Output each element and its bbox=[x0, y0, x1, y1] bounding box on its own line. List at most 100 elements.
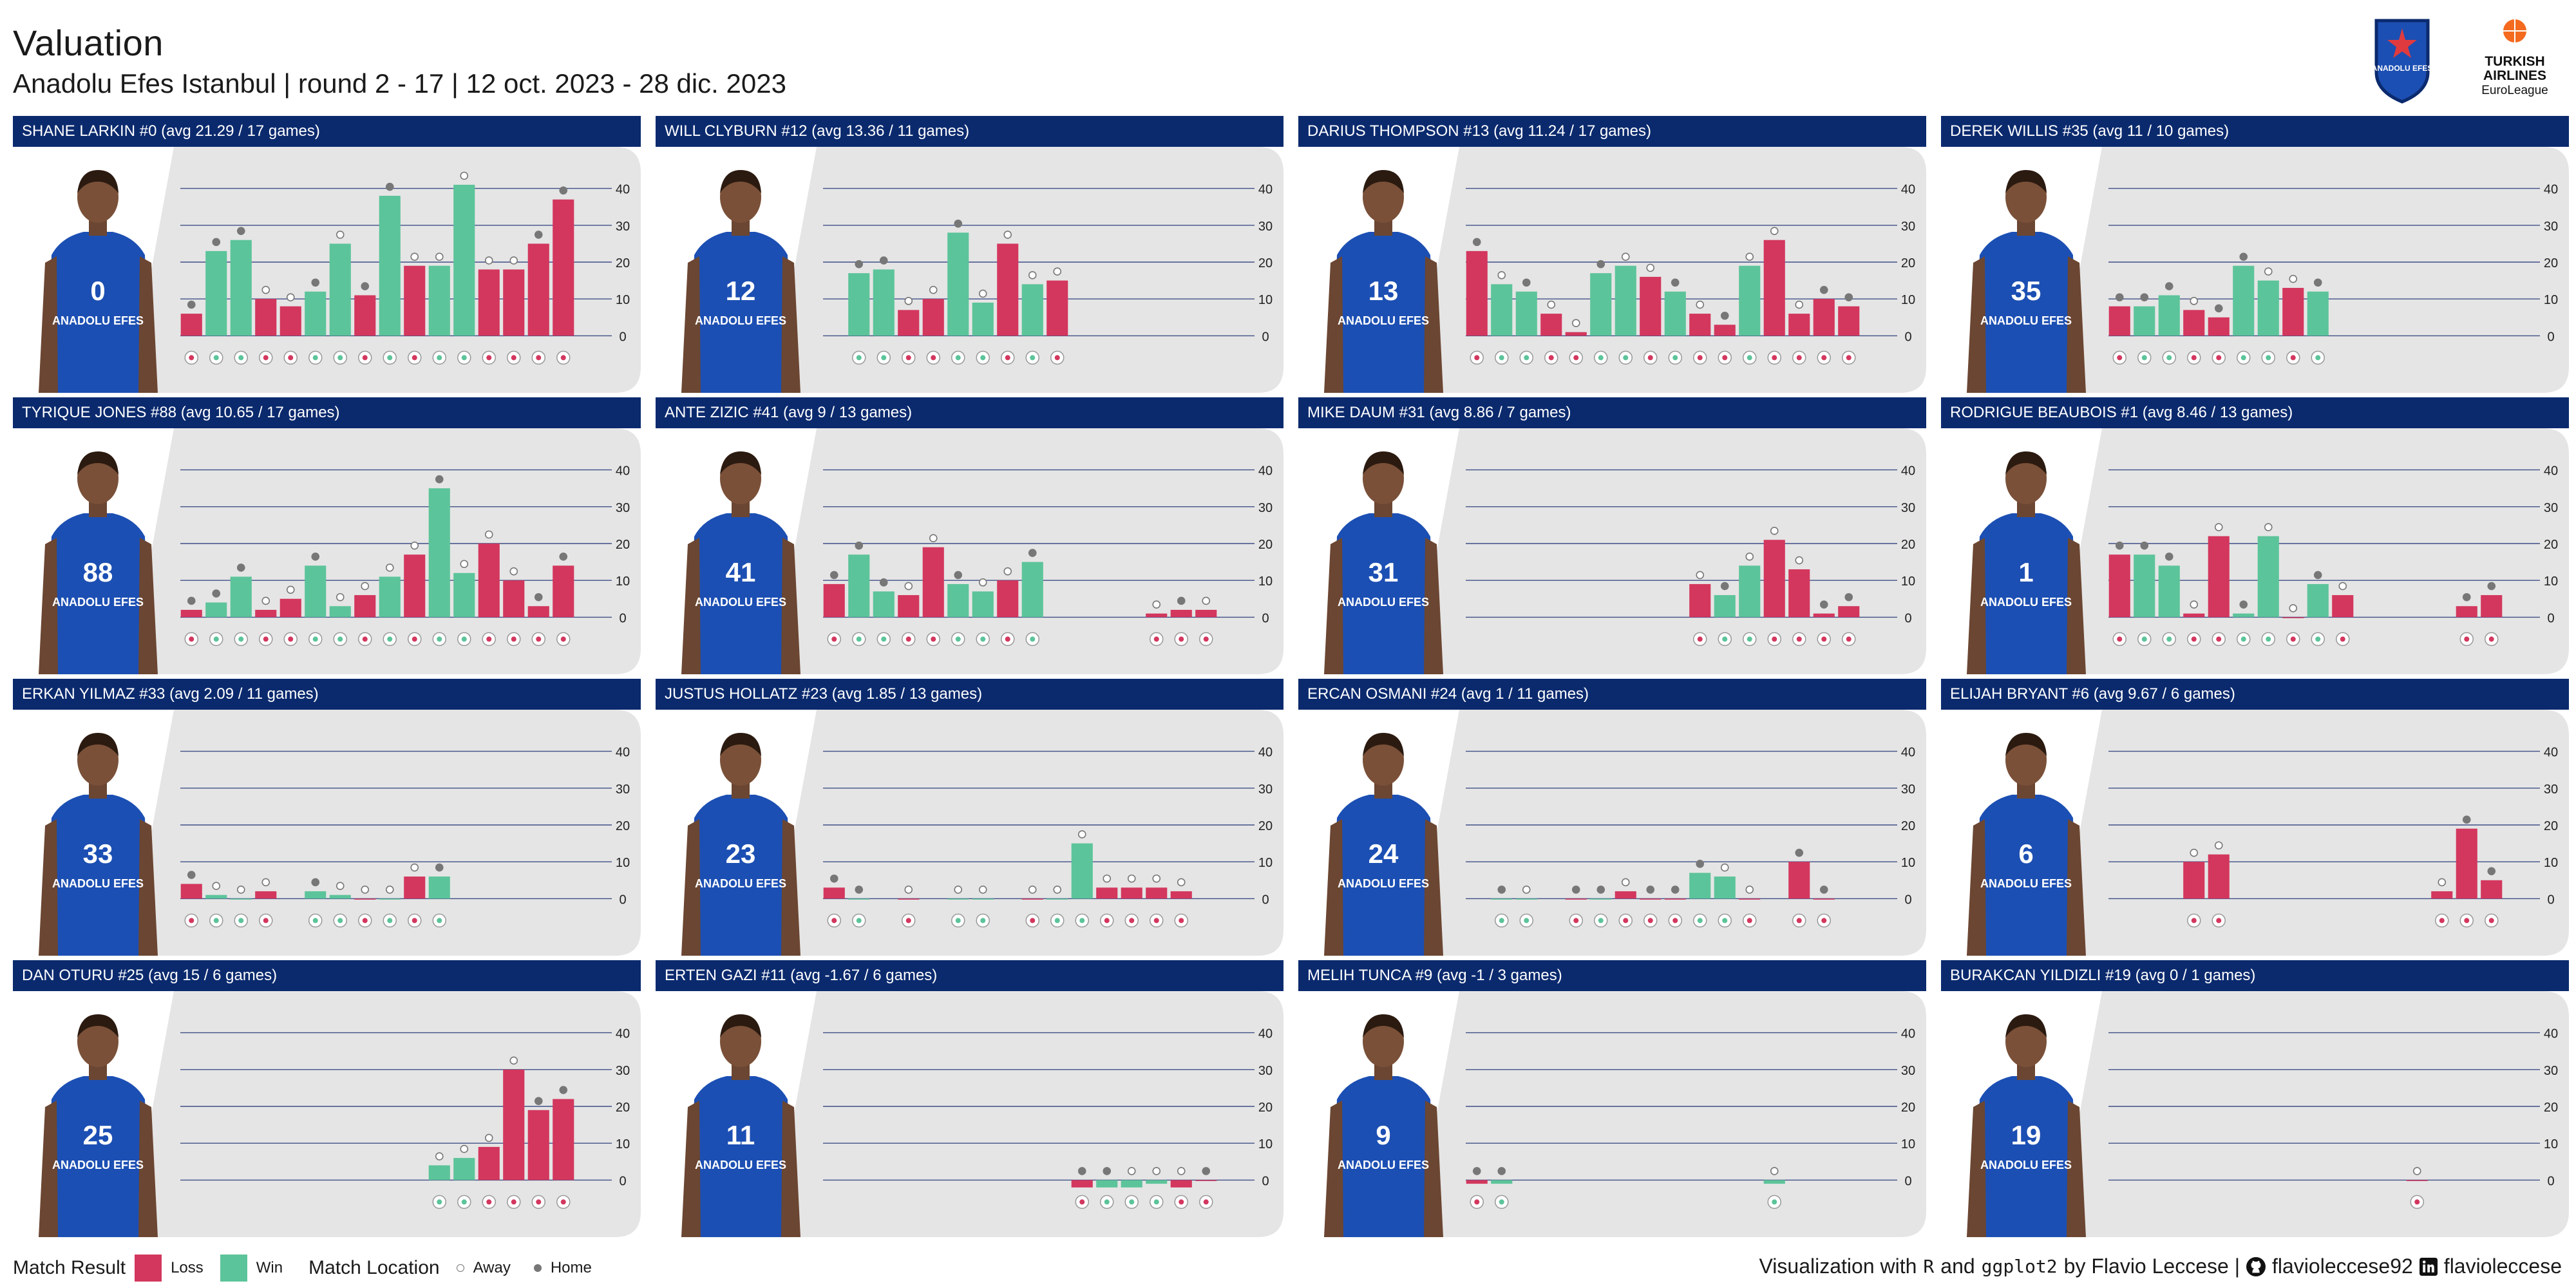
valuation-bar bbox=[2183, 862, 2205, 899]
opponent-badge-center bbox=[1104, 1199, 1110, 1205]
home-dot bbox=[1819, 600, 1828, 609]
valuation-bar bbox=[1466, 251, 1488, 336]
y-tick-label: 40 bbox=[616, 183, 630, 197]
away-dot bbox=[1003, 231, 1012, 239]
opponent-badge-center bbox=[288, 355, 294, 361]
valuation-bar bbox=[2257, 536, 2279, 618]
valuation-bar bbox=[972, 898, 994, 900]
away-dot bbox=[929, 285, 938, 294]
opponent-badge-center bbox=[980, 918, 986, 923]
valuation-bar bbox=[848, 898, 870, 900]
valuation-bar bbox=[1689, 583, 1711, 618]
player-photo: 9 ANADOLU EFES bbox=[1324, 1014, 1443, 1237]
opponent-badge-center bbox=[511, 636, 516, 642]
opponent-badge-center bbox=[1499, 355, 1504, 361]
valuation-bar bbox=[1714, 876, 1736, 899]
valuation-bar bbox=[428, 876, 450, 899]
player-facet: SHANE LARKIN #0 (avg 21.29 / 17 games) 0 1… bbox=[13, 116, 641, 393]
home-dot bbox=[1202, 1167, 1211, 1175]
valuation-bar bbox=[2158, 565, 2180, 618]
facet-label: TYRIQUE JONES #88 (avg 10.65 / 17 games) bbox=[13, 397, 641, 428]
euroleague-logo: TURKISH AIRLINES EuroLeague bbox=[2481, 19, 2548, 97]
opponent-badge-center bbox=[1474, 1199, 1480, 1205]
y-tick-label: 0 bbox=[1262, 330, 1269, 344]
y-tick-label: 20 bbox=[616, 1101, 630, 1115]
valuation-bar bbox=[180, 314, 202, 336]
y-tick-label: 0 bbox=[619, 611, 626, 625]
jersey-number: 11 bbox=[726, 1120, 755, 1150]
valuation-bar bbox=[1739, 265, 1761, 336]
opponent-badge-center bbox=[1179, 636, 1184, 642]
facet-plot: 0 10 20 30 40 11 ANADOLU EFES bbox=[681, 991, 1283, 1237]
opponent-badge-center bbox=[1054, 355, 1060, 361]
away-dot bbox=[1497, 271, 1506, 279]
opponent-badge-center bbox=[1573, 918, 1579, 923]
opponent-badge-center bbox=[2464, 636, 2470, 642]
opponent-badge-center bbox=[2290, 636, 2296, 642]
valuation-bar bbox=[2208, 317, 2230, 336]
y-tick-label: 20 bbox=[616, 538, 630, 552]
y-tick-label: 40 bbox=[1258, 183, 1273, 197]
opponent-badge-center bbox=[536, 636, 542, 642]
opponent-badge-center bbox=[1697, 918, 1703, 923]
credit-github[interactable]: flavioleccese92 bbox=[2272, 1255, 2413, 1278]
y-tick-label: 0 bbox=[619, 893, 626, 907]
valuation-bar bbox=[329, 243, 351, 336]
valuation-bar bbox=[205, 602, 227, 618]
valuation-bar bbox=[503, 1069, 525, 1180]
player-photo: 24 ANADOLU EFES bbox=[1324, 733, 1443, 956]
opponent-badge-center bbox=[2216, 355, 2222, 361]
home-dot bbox=[212, 238, 221, 247]
jersey-number: 13 bbox=[1368, 276, 1399, 306]
legend-loss-swatch bbox=[135, 1255, 162, 1282]
home-dot bbox=[1795, 848, 1804, 857]
opponent-badge-center bbox=[189, 636, 194, 642]
away-dot bbox=[1177, 1167, 1186, 1175]
home-dot bbox=[1596, 886, 1605, 894]
y-tick-label: 40 bbox=[1258, 1027, 1273, 1041]
facet-plot: 0 10 20 30 40 19 ANADOLU EFES bbox=[1967, 991, 2569, 1237]
away-dot bbox=[1152, 874, 1161, 883]
home-dot bbox=[1819, 886, 1828, 894]
home-dot bbox=[311, 278, 320, 287]
facet-plot: 0 10 20 30 40 25 ANADOLU EFES bbox=[39, 991, 641, 1237]
opponent-badge-center bbox=[1697, 636, 1703, 642]
valuation-bar bbox=[379, 898, 401, 900]
player-facet: MIKE DAUM #31 (avg 8.86 / 7 games) 0 10 20 3… bbox=[1298, 397, 1926, 674]
valuation-bar bbox=[1739, 565, 1761, 618]
valuation-bar bbox=[329, 606, 351, 618]
y-tick-label: 30 bbox=[1901, 1064, 1915, 1078]
jersey-text: ANADOLU EFES bbox=[1338, 877, 1429, 890]
valuation-bar bbox=[1021, 898, 1043, 900]
valuation-bar bbox=[503, 269, 525, 336]
player-photo: 1 ANADOLU EFES bbox=[1967, 451, 2086, 674]
home-dot bbox=[187, 300, 196, 309]
jersey-text: ANADOLU EFES bbox=[52, 877, 144, 890]
opponent-badge-center bbox=[536, 355, 542, 361]
away-dot bbox=[509, 1056, 518, 1065]
away-dot bbox=[336, 882, 345, 890]
facet-plot: 0 10 20 30 40 9 ANADOLU EFES bbox=[1324, 991, 1926, 1237]
valuation-bar bbox=[2183, 613, 2205, 618]
valuation-bar bbox=[453, 184, 475, 336]
away-dot bbox=[978, 578, 987, 587]
y-tick-label: 20 bbox=[1901, 256, 1915, 270]
opponent-badge-center bbox=[856, 636, 862, 642]
player-photo: 33 ANADOLU EFES bbox=[39, 733, 158, 956]
away-dot bbox=[1621, 878, 1630, 887]
valuation-bar bbox=[379, 576, 401, 618]
player-photo: 6 ANADOLU EFES bbox=[1967, 733, 2086, 956]
opponent-badge-center bbox=[1796, 636, 1802, 642]
jersey-text: ANADOLU EFES bbox=[695, 1159, 786, 1171]
opponent-badge-center bbox=[2340, 636, 2345, 642]
home-dot bbox=[2140, 541, 2149, 550]
credit-linkedin[interactable]: flavioleccese bbox=[2443, 1255, 2562, 1278]
valuation-bar bbox=[1046, 280, 1068, 336]
opponent-badge-center bbox=[980, 636, 986, 642]
home-dot bbox=[2239, 600, 2248, 609]
y-tick-label: 10 bbox=[1258, 1137, 1273, 1151]
valuation-bar bbox=[922, 299, 944, 336]
facet-label: DEREK WILLIS #35 (avg 11 / 10 games) bbox=[1941, 116, 2569, 147]
valuation-bar bbox=[848, 554, 870, 618]
away-dot bbox=[2412, 1167, 2421, 1175]
